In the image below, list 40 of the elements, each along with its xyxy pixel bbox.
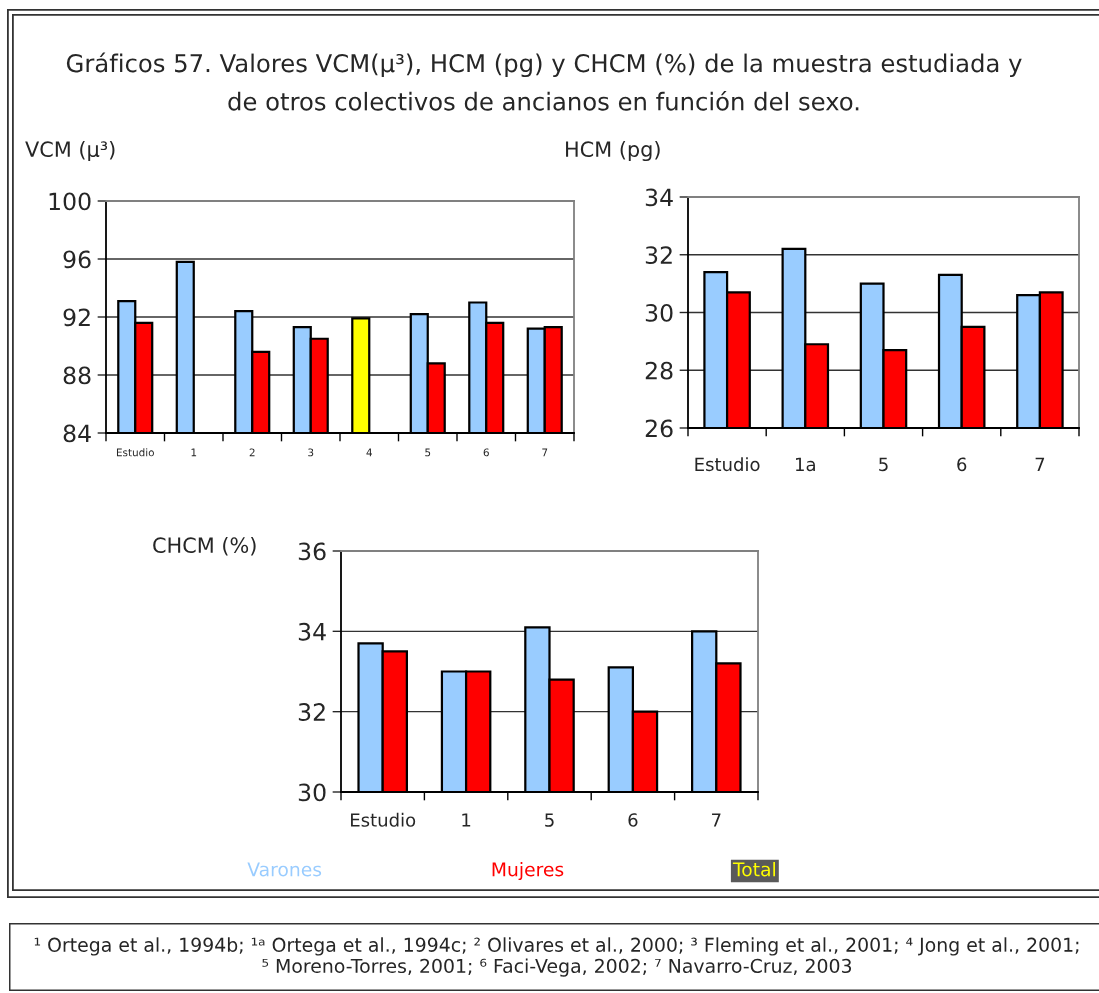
text: Total [732,861,775,877]
x-tick-label: 1 [191,448,197,457]
y-tick-label: 34 [298,622,326,641]
x-tick-label: 2 [249,448,255,457]
y-tick-label: 32 [645,246,672,265]
y-tick-label: 84 [63,424,91,443]
x-tick-label: 7 [712,813,721,827]
y-axis-title: CHCM (%) [153,536,256,556]
y-tick-label: 88 [63,366,91,385]
y-tick-label: 30 [298,783,326,802]
x-tick-label: 3 [308,448,314,457]
y-tick-label: 36 [298,542,326,561]
y-axis-title: VCM (μ³) [25,140,115,162]
x-tick-label: 5 [425,448,431,457]
x-tick-label: Estudio [351,812,416,827]
x-tick-label: 6 [483,448,489,457]
x-tick-label: 5 [879,457,888,472]
x-tick-label: 1a [796,457,815,472]
y-tick-label: 32 [298,703,325,721]
x-tick-label: 6 [628,813,638,827]
x-tick-label: 5 [545,813,554,827]
y-tick-label: 28 [645,361,673,380]
y-tick-label: 26 [645,419,673,438]
y-axis-title: HCM (pg) [566,140,660,162]
chart-title: Gráficos 57. Valores VCM(μ³), HCM (pg) y CHCM (%) de la muestra estudiada y de otros colectivos de ancianos en función del sexo. [66,52,1022,111]
y-tick-label: 92 [63,308,90,327]
y-tick-label: 30 [645,303,673,322]
text: ¹ Ortega et al., 1994b; ¹ᵃ Ortega et al., 1994c; ² Olivares et al., 2000; ³ Fleming et al., 2001; ⁴ Jong et al., 2001; ⁵ Moreno-Torres, 2001; ⁶ Faci-Vega, 2002; ⁷ Navarro-Cruz, 2003 [34,937,1079,977]
y-tick-label: 34 [645,188,673,207]
x-tick-label: 4 [366,448,372,457]
y-tick-label: 100 [49,192,91,211]
text: Mujeres [492,861,564,881]
x-tick-label: 7 [542,448,548,457]
text: Varones [247,862,322,877]
x-tick-label: 6 [957,457,967,472]
x-tick-label: Estudio [116,448,154,457]
x-tick-label: Estudio [695,457,760,472]
x-tick-label: 7 [1035,457,1045,471]
x-tick-label: 1 [462,813,471,827]
y-tick-label: 96 [63,250,91,269]
